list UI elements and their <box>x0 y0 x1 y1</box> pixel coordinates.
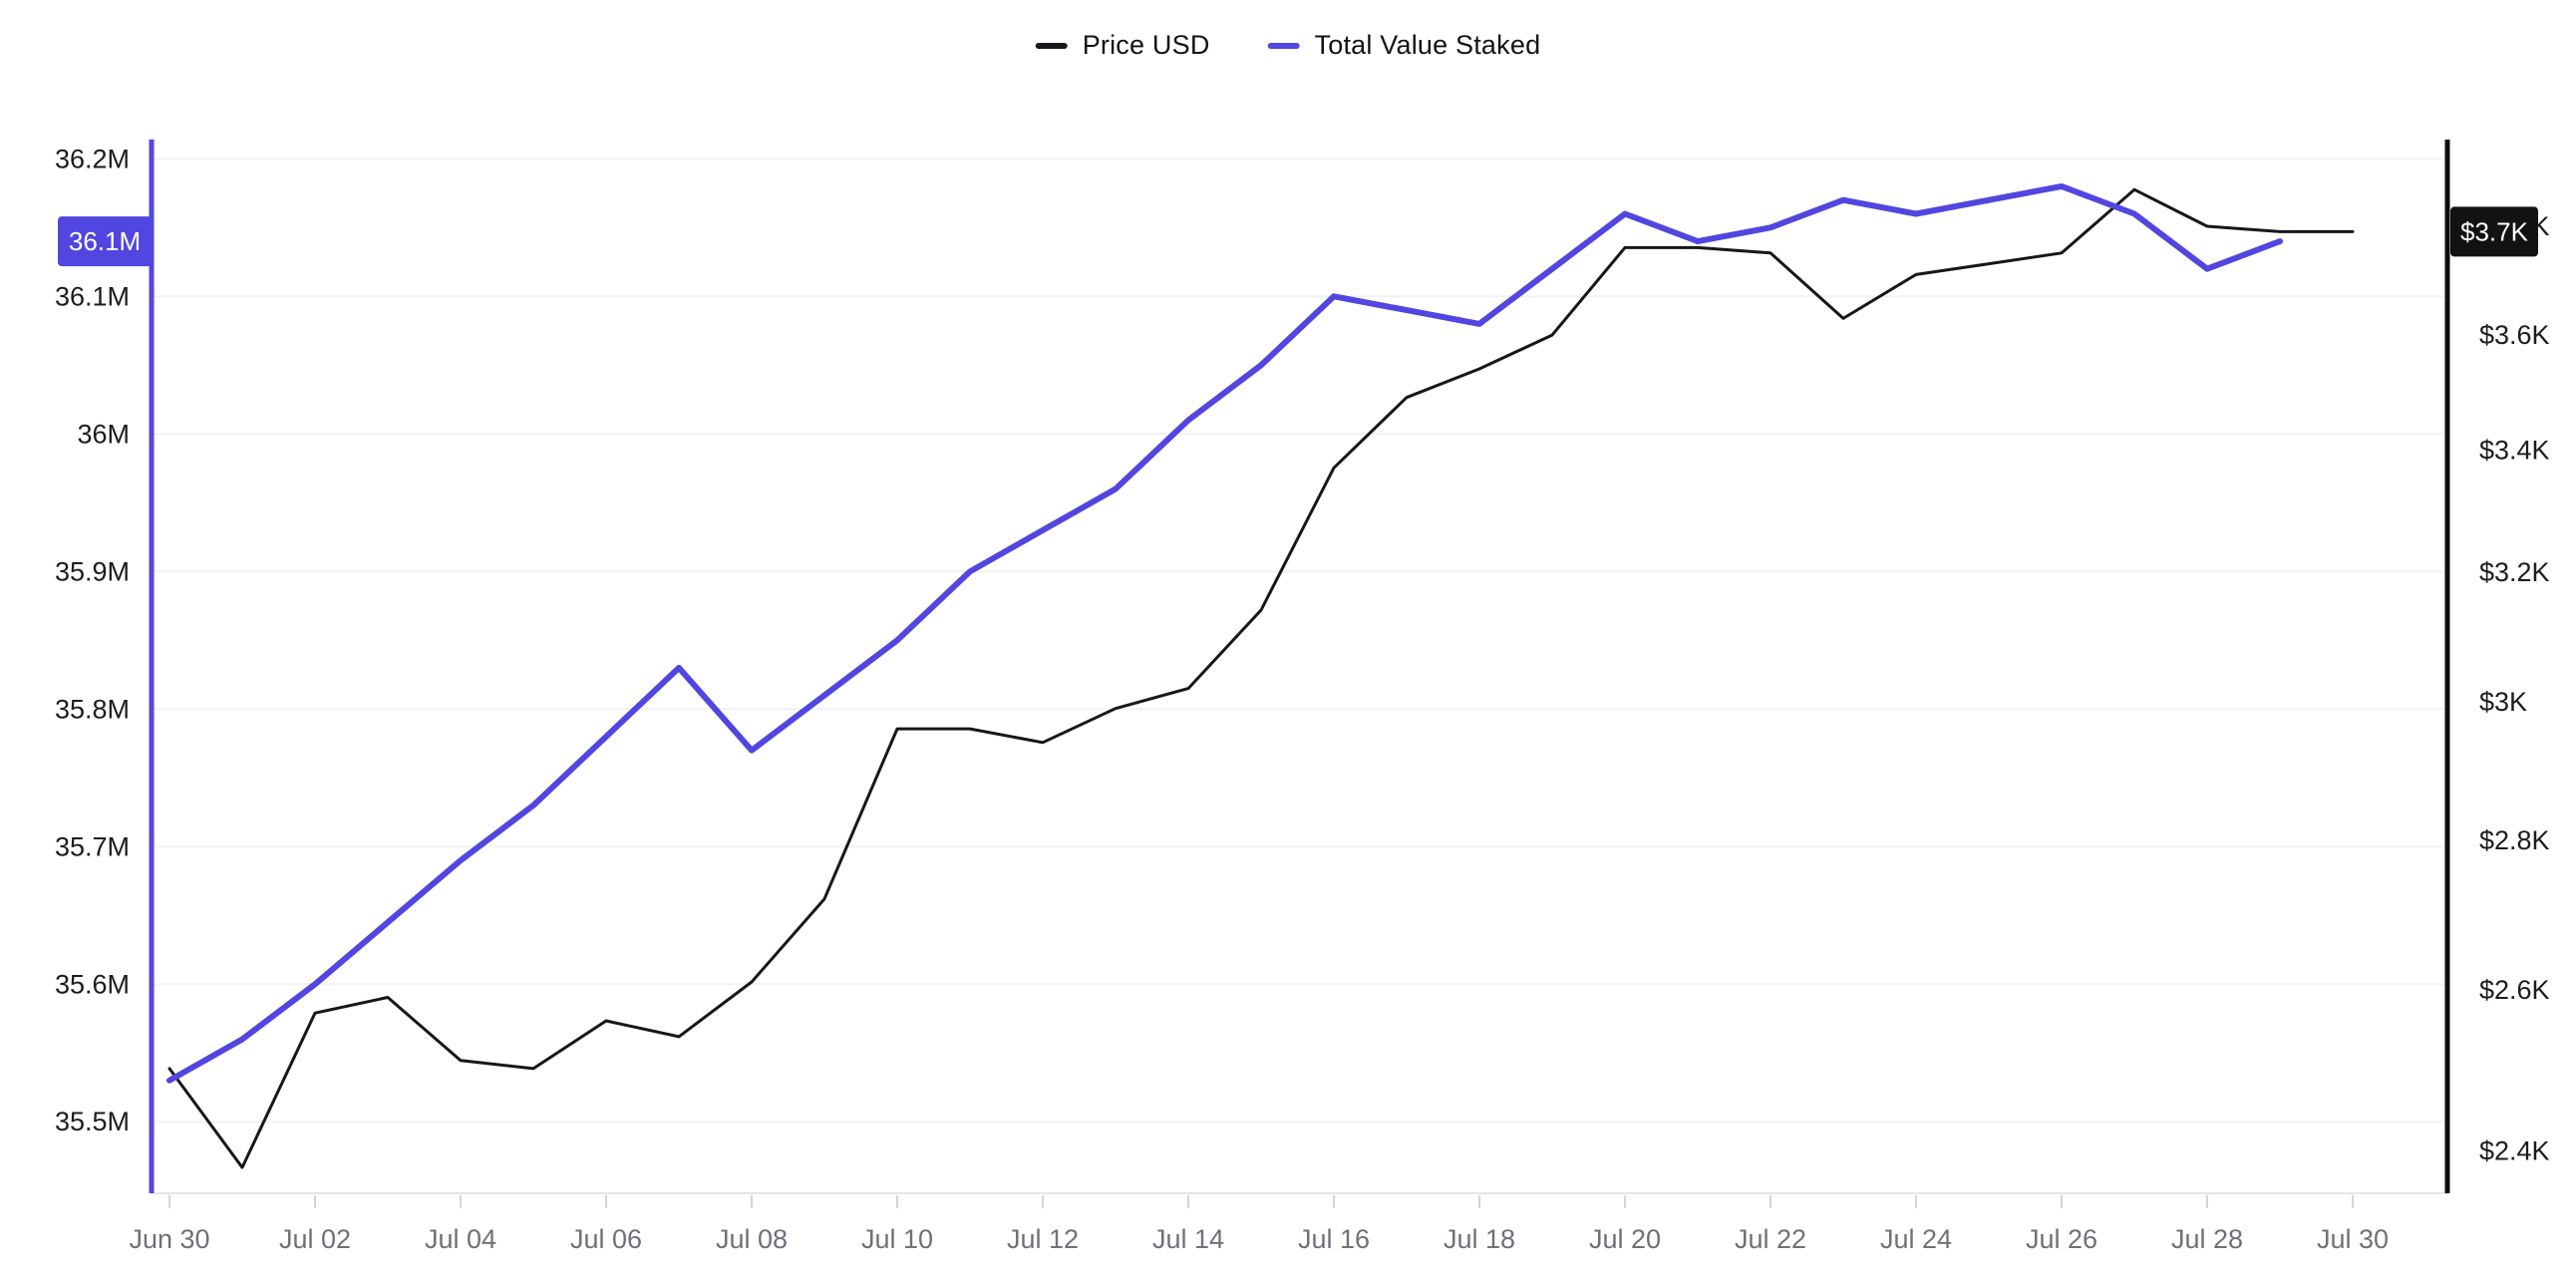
legend-item-price-usd[interactable]: Price USD <box>1035 30 1210 61</box>
chart-legend: Price USD Total Value Staked <box>1035 30 1541 61</box>
price-usd-legend-swatch <box>1035 42 1068 49</box>
x-axis-tick-label: Jul 14 <box>1152 1224 1224 1254</box>
right-axis-tick-label: $3K <box>2479 687 2527 717</box>
gridlines <box>152 158 2447 1123</box>
right-axis-badge-label: $3.7K <box>2460 216 2529 246</box>
x-axis-tick-label: Jul 28 <box>2171 1224 2243 1254</box>
x-axis-tick-label: Jul 24 <box>1880 1224 1952 1254</box>
right-axis-labels: $3.8K$3.6K$3.4K$3.2K$3K$2.8K$2.6K$2.4K <box>2479 211 2550 1165</box>
series-line-price-usd <box>167 187 2355 1169</box>
current-value-badges: 36.1M $3.7K <box>58 206 2538 267</box>
total-value-staked-legend-label: Total Value Staked <box>1314 30 1541 60</box>
left-axis-tick-label: 35.6M <box>55 969 130 999</box>
right-axis-tick-label: $3.4K <box>2479 436 2550 466</box>
x-axis-tick-label: Jul 06 <box>570 1224 642 1254</box>
right-axis-current-value-badge <box>2450 206 2538 257</box>
legend-item-total-value-staked[interactable]: Total Value Staked <box>1267 30 1541 61</box>
x-axis-tick-label: Jul 02 <box>279 1224 351 1254</box>
right-axis-tick-label: $2.6K <box>2479 975 2550 1005</box>
left-axis-tick-label: 36.1M <box>55 281 130 311</box>
right-axis-tick-label: $2.8K <box>2479 825 2550 855</box>
x-axis-tick-label: Jul 10 <box>861 1224 933 1254</box>
x-axis-tick-label: Jun 30 <box>129 1224 209 1254</box>
x-axis-tick-label: Jul 12 <box>1007 1224 1079 1254</box>
total-value-staked-legend-swatch <box>1267 42 1300 49</box>
x-axis-tick-label: Jul 26 <box>2026 1224 2097 1254</box>
left-axis-tick-label: 35.7M <box>55 831 130 861</box>
x-axis-tick-label: Jul 08 <box>716 1224 788 1254</box>
left-axis-tick-label: 36M <box>77 419 130 449</box>
left-axis-tick-label: 36.2M <box>55 144 130 173</box>
x-axis-tick-label: Jul 20 <box>1589 1224 1661 1254</box>
left-axis-tick-label: 35.8M <box>55 694 130 724</box>
x-axis: Jun 30 Jul 02 Jul 04 Jul 06 Jul 08 Jul 10 Jul … <box>129 1192 2447 1254</box>
x-axis-tick-label: Jul 04 <box>425 1224 496 1254</box>
right-axis-tick-label: $3.2K <box>2479 557 2550 587</box>
right-axis-tick-label: $3.6K <box>2479 320 2550 350</box>
x-axis-tick-label: Jul 30 <box>2317 1224 2389 1254</box>
left-axis-badge-label: 36.1M <box>69 226 141 256</box>
left-axis-tick-label: 35.5M <box>55 1107 130 1136</box>
left-axis-tick-label: 35.9M <box>55 556 130 586</box>
price-usd-legend-label: Price USD <box>1082 30 1210 60</box>
left-axis-current-value-badge <box>58 216 152 267</box>
x-axis-tick-label: Jul 22 <box>1735 1224 1806 1254</box>
axis-lines <box>149 140 2450 1193</box>
series-line-total-value-staked <box>166 182 2283 1084</box>
series-lines <box>166 182 2355 1169</box>
x-axis-tick-label: Jul 16 <box>1298 1224 1370 1254</box>
x-axis-tick-label: Jul 18 <box>1444 1224 1515 1254</box>
left-axis-labels: 36.2M 36.1M 36M 35.9M 35.8M 35.7M 35.6M 35.5M <box>55 144 130 1136</box>
right-axis-tick-label: $2.4K <box>2479 1135 2550 1165</box>
